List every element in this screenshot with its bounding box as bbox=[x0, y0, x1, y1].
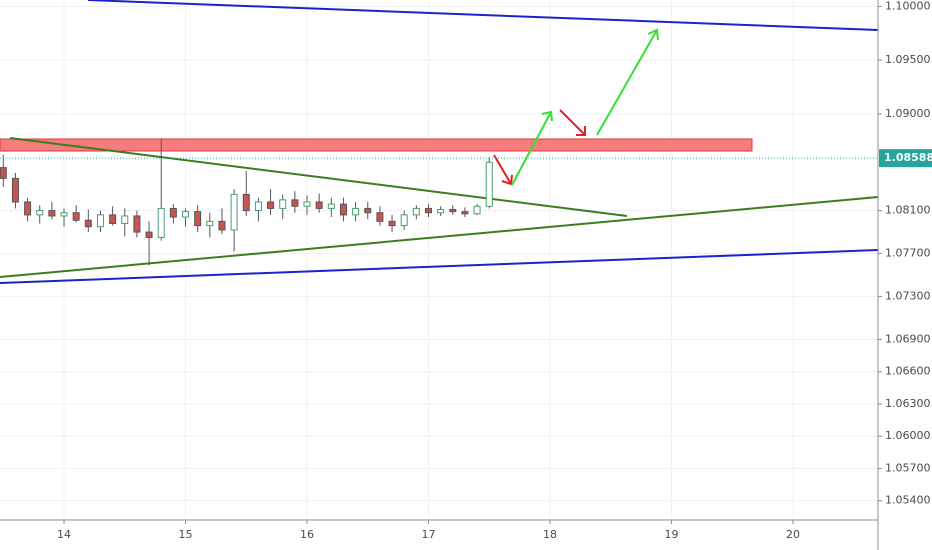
x-tick-label: 18 bbox=[543, 528, 557, 541]
candle-body bbox=[48, 210, 56, 217]
candle-body bbox=[449, 209, 457, 213]
candle-body bbox=[121, 215, 129, 224]
candle-body bbox=[352, 207, 360, 216]
candle-body bbox=[364, 207, 372, 214]
triangle-upper bbox=[9, 137, 628, 217]
arrows bbox=[493, 28, 659, 186]
candle-body bbox=[145, 231, 153, 238]
y-tick-label: 1.09000 bbox=[885, 107, 931, 120]
x-tick-label: 20 bbox=[786, 528, 800, 541]
candle-body bbox=[96, 214, 104, 228]
last-price-tag bbox=[879, 149, 932, 168]
candle-body bbox=[339, 203, 347, 216]
candle-body bbox=[461, 211, 469, 215]
channel-top bbox=[87, 0, 879, 31]
y-tick-label: 1.10000 bbox=[885, 0, 931, 12]
y-tick-label: 1.05400 bbox=[885, 494, 931, 507]
candle-body bbox=[36, 210, 44, 216]
candle-body bbox=[473, 205, 481, 215]
candle-body bbox=[388, 220, 396, 227]
candle-body bbox=[327, 203, 335, 209]
candle-body bbox=[182, 211, 190, 218]
y-tick-label: 1.09500 bbox=[885, 53, 931, 66]
last-price-label: 1.08588 bbox=[884, 151, 932, 164]
candle-body bbox=[0, 167, 7, 179]
candle-body bbox=[279, 199, 287, 209]
candle-body bbox=[254, 201, 262, 212]
candle-body bbox=[109, 214, 117, 224]
candle-body bbox=[242, 193, 250, 212]
x-tick-label: 15 bbox=[179, 528, 193, 541]
candle-body bbox=[424, 207, 432, 214]
candle-body bbox=[485, 161, 493, 207]
candle-body bbox=[133, 215, 141, 233]
candle-body bbox=[291, 199, 299, 207]
y-tick-label: 1.05700 bbox=[885, 461, 931, 474]
candle-body bbox=[303, 201, 311, 207]
candles bbox=[0, 138, 493, 266]
candle-body bbox=[437, 209, 445, 214]
y-tick-label: 1.06900 bbox=[885, 333, 931, 346]
drawings bbox=[0, 0, 879, 284]
candle-body bbox=[72, 212, 80, 221]
y-tick-label: 1.07300 bbox=[885, 290, 931, 303]
candle-body bbox=[194, 211, 202, 227]
candle-body bbox=[206, 220, 214, 227]
arrow-down bbox=[493, 154, 513, 186]
candle-body bbox=[11, 177, 19, 203]
triangle-lower bbox=[0, 196, 879, 278]
candle-body bbox=[230, 193, 238, 231]
x-tick-label: 17 bbox=[421, 528, 435, 541]
x-tick-label: 16 bbox=[300, 528, 314, 541]
candle-body bbox=[169, 207, 177, 218]
candle-body bbox=[267, 201, 275, 209]
resistance-zone bbox=[0, 138, 753, 152]
candle-body bbox=[60, 212, 68, 217]
channel-bottom bbox=[0, 249, 879, 284]
candle-body bbox=[218, 220, 226, 231]
y-tick-label: 1.06300 bbox=[885, 397, 931, 410]
candle-body bbox=[24, 201, 32, 216]
candle-body bbox=[376, 212, 384, 222]
arrow-up bbox=[596, 28, 659, 136]
candle-body bbox=[157, 207, 165, 238]
candle-body bbox=[400, 214, 408, 227]
y-tick-label: 1.07700 bbox=[885, 247, 931, 260]
x-tick-label: 19 bbox=[664, 528, 678, 541]
arrow-down bbox=[559, 109, 586, 136]
y-tick-label: 1.06000 bbox=[885, 429, 931, 442]
candle-body bbox=[84, 219, 92, 228]
candle-body bbox=[412, 207, 420, 216]
y-tick-label: 1.06600 bbox=[885, 365, 931, 378]
x-tick-label: 14 bbox=[57, 528, 71, 541]
candle-body bbox=[315, 201, 323, 209]
arrow-up bbox=[511, 110, 553, 186]
y-tick-label: 1.08100 bbox=[885, 204, 931, 217]
